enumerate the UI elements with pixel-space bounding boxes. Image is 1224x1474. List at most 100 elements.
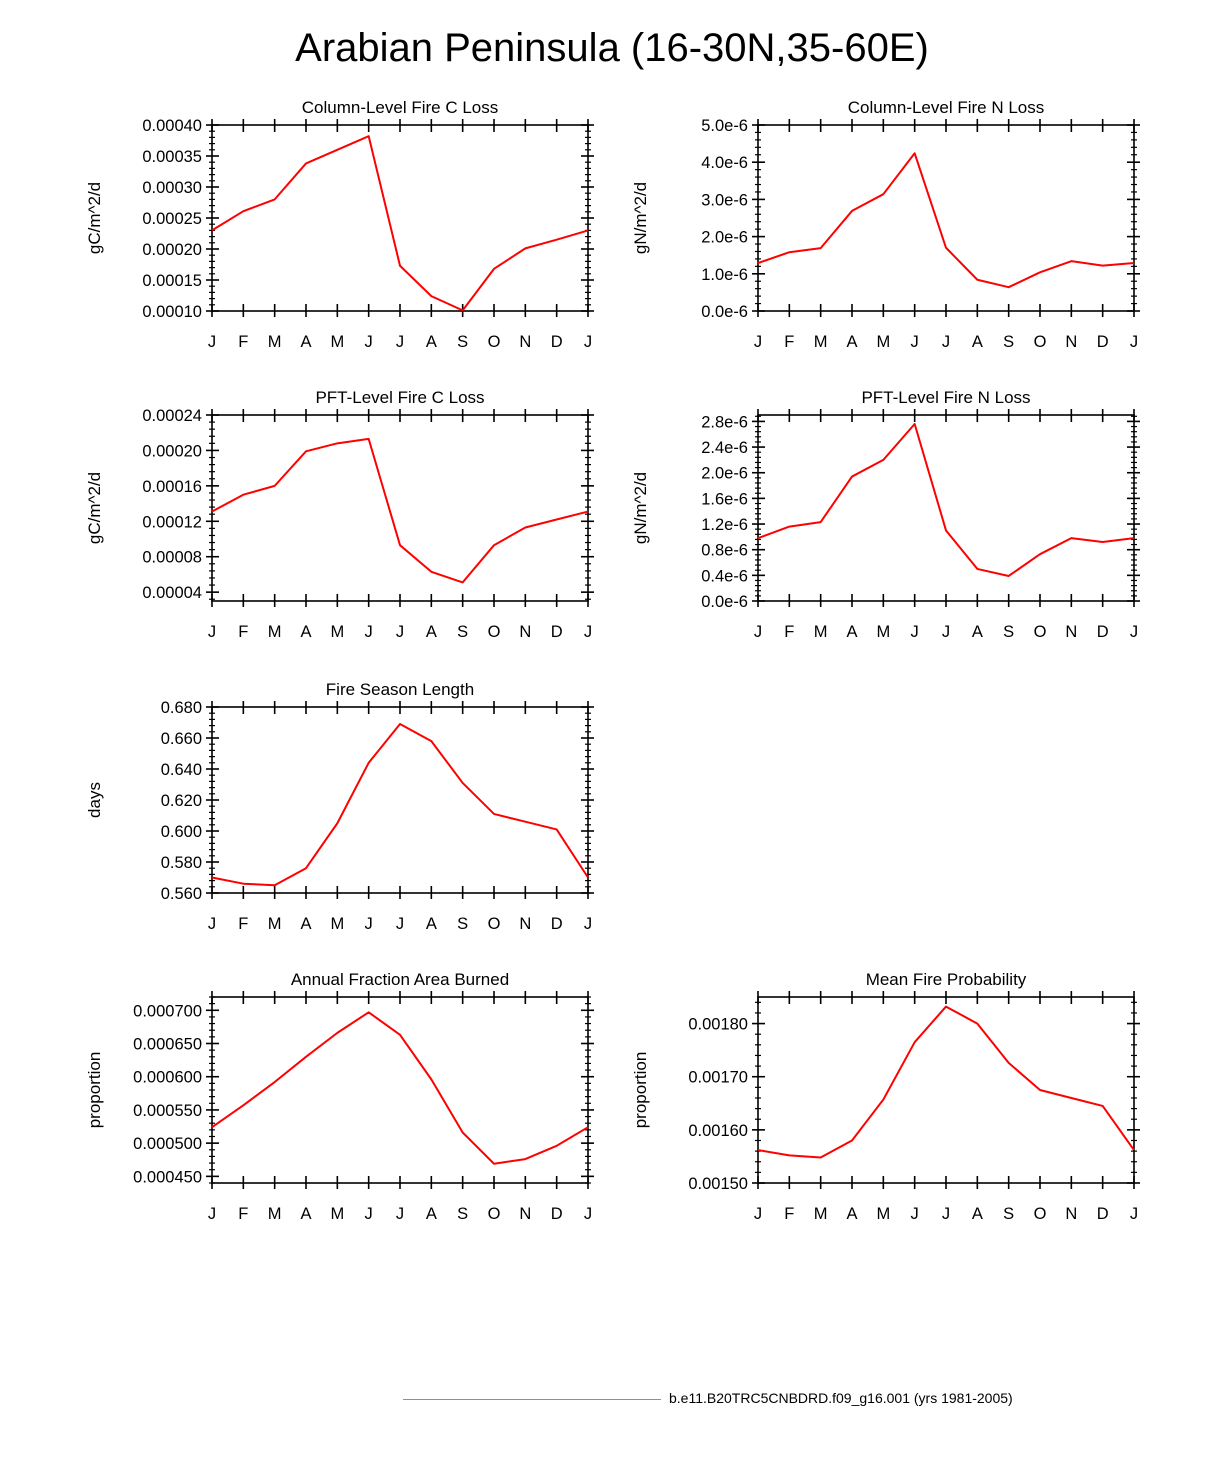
data-point <box>945 247 947 249</box>
y-tick-label: 0.000450 <box>133 1168 202 1186</box>
x-tick-label: N <box>519 623 531 641</box>
x-tick-label: A <box>846 623 857 641</box>
legend-label: b.e11.B20TRC5CNBDRD.f09_g16.001 (yrs 198… <box>669 1390 1013 1406</box>
data-point <box>757 1149 759 1151</box>
y-tick-label: 0.4e-6 <box>701 567 748 585</box>
chart-title: Column-Level Fire N Loss <box>848 98 1045 117</box>
x-tick-label: A <box>300 623 311 641</box>
data-point <box>462 581 464 583</box>
data-point <box>336 822 338 824</box>
x-tick-label: S <box>457 333 468 351</box>
legend: b.e11.B20TRC5CNBDRD.f09_g16.001 (yrs 198… <box>400 1388 1100 1412</box>
x-tick-label: J <box>584 1205 592 1223</box>
plot-frame <box>757 996 1135 1184</box>
panel-column-level-fire-c-loss: 0.00010 0.00015 0.00020 0.00025 0.00030 0.000… <box>85 98 594 351</box>
data-point <box>945 529 947 531</box>
x-tick-label: J <box>1130 1205 1138 1223</box>
x-tick-label: M <box>268 333 282 351</box>
y-tick-label: 0.00008 <box>142 549 202 567</box>
y-tick-label: 5.0e-6 <box>701 117 748 135</box>
y-tick-label: 0.00015 <box>142 272 202 290</box>
data-point <box>556 828 558 830</box>
data-point <box>493 1163 495 1165</box>
data-point <box>462 309 464 311</box>
data-point <box>788 526 790 528</box>
x-tick-label: J <box>584 623 592 641</box>
data-point <box>1039 1089 1041 1091</box>
y-tick-label: 0.0e-6 <box>701 303 748 321</box>
data-point <box>211 1126 213 1128</box>
y-tick-label: 0.620 <box>161 792 202 810</box>
y-tick-label: 0.00004 <box>142 584 202 602</box>
x-tick-label: A <box>972 623 983 641</box>
data-point <box>430 571 432 573</box>
x-tick-label: J <box>754 623 762 641</box>
data-point <box>788 1154 790 1156</box>
x-tick-label: J <box>1130 333 1138 351</box>
data-point <box>1102 541 1104 543</box>
x-tick-label: S <box>1003 1205 1014 1223</box>
y-tick-label: 0.00010 <box>142 303 202 321</box>
data-point <box>882 1099 884 1101</box>
y-tick-label: 3.0e-6 <box>701 191 748 209</box>
x-tick-label: A <box>846 333 857 351</box>
y-axis-label: gN/m^2/d <box>631 182 650 254</box>
panel-pft-level-fire-n-loss: 0.0e-6 0.4e-6 0.8e-6 1.2e-6 1.6e-6 2.0e-6 2.4e… <box>631 388 1140 641</box>
y-tick-label: 0.00035 <box>142 148 202 166</box>
data-point <box>1133 537 1135 539</box>
y-tick-label: 0.640 <box>161 761 202 779</box>
data-point <box>305 867 307 869</box>
data-point <box>274 485 276 487</box>
data-point <box>556 239 558 241</box>
data-point <box>305 1056 307 1058</box>
data-point <box>820 247 822 249</box>
x-tick-label: S <box>457 623 468 641</box>
y-tick-label: 2.4e-6 <box>701 439 748 457</box>
data-point <box>399 723 401 725</box>
y-tick-label: 0.680 <box>161 699 202 717</box>
data-point <box>211 877 213 879</box>
y-tick-label: 0.00040 <box>142 117 202 135</box>
x-tick-label: J <box>911 623 919 641</box>
data-point <box>430 740 432 742</box>
y-tick-label: 2.0e-6 <box>701 229 748 247</box>
y-tick-label: 0.8e-6 <box>701 542 748 560</box>
x-tick-label: A <box>300 333 311 351</box>
legend-line-swatch <box>403 1399 661 1400</box>
x-tick-label: M <box>268 915 282 933</box>
x-tick-label: N <box>1065 1205 1077 1223</box>
panel-annual-fraction-area-burned: 0.000450 0.000500 0.000550 0.000600 0.000650… <box>85 970 594 1223</box>
data-point <box>274 884 276 886</box>
data-point <box>242 210 244 212</box>
plot-frame <box>211 124 589 312</box>
x-tick-label: F <box>784 1205 794 1223</box>
data-point <box>524 1158 526 1160</box>
data-point <box>493 268 495 270</box>
plot-frame <box>757 414 1135 602</box>
y-tick-label: 0.000550 <box>133 1102 202 1120</box>
data-point <box>851 1139 853 1141</box>
chart-title: PFT-Level Fire N Loss <box>861 388 1030 407</box>
data-point <box>914 152 916 154</box>
data-point <box>757 537 759 539</box>
y-axis-label: gC/m^2/d <box>85 472 104 544</box>
x-tick-label: A <box>426 333 437 351</box>
x-tick-label: D <box>551 915 563 933</box>
y-tick-label: 0.00020 <box>142 241 202 259</box>
y-axis-label: proportion <box>85 1052 104 1129</box>
x-tick-label: N <box>519 1205 531 1223</box>
y-tick-label: 0.0e-6 <box>701 593 748 611</box>
data-point <box>976 279 978 281</box>
y-tick-label: 1.2e-6 <box>701 516 748 534</box>
data-point <box>851 476 853 478</box>
data-point <box>274 198 276 200</box>
x-tick-label: D <box>1097 623 1109 641</box>
x-tick-label: O <box>488 623 501 641</box>
chart-title: PFT-Level Fire C Loss <box>315 388 484 407</box>
data-point <box>1102 265 1104 267</box>
x-tick-label: M <box>814 1205 828 1223</box>
y-tick-label: 0.00020 <box>142 442 202 460</box>
data-point <box>882 193 884 195</box>
